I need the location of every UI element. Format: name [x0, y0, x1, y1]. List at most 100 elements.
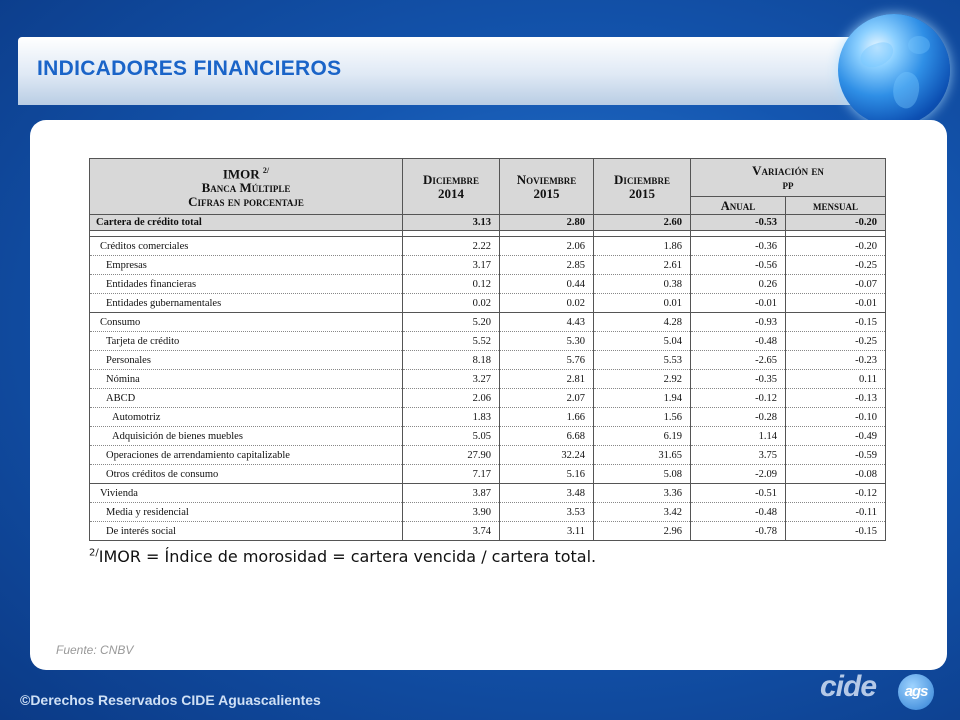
cell: -0.13 [785, 388, 886, 408]
col-nov-2015-header: Noviembre 2015 [499, 158, 594, 215]
cell: 31.65 [593, 445, 691, 465]
cell: 3.74 [402, 521, 500, 541]
cell: -0.28 [690, 407, 786, 427]
cell: -0.15 [785, 521, 886, 541]
cell: 4.43 [499, 312, 594, 332]
cell: -0.15 [785, 312, 886, 332]
logo-text: cide [820, 670, 877, 703]
table-row: Empresas 3.17 2.85 2.61 -0.56 -0.25 [89, 255, 886, 275]
cell: -0.53 [690, 214, 786, 231]
row-label: ABCD [89, 388, 403, 408]
table-row: Créditos comerciales 2.22 2.06 1.86 -0.3… [89, 236, 886, 256]
table-row: Vivienda 3.87 3.48 3.36 -0.51 -0.12 [89, 483, 886, 503]
logo-badge: ags [898, 674, 934, 710]
cell: 3.90 [402, 502, 500, 522]
cell: 2.80 [499, 214, 594, 231]
cell: 2.22 [402, 236, 500, 256]
cell: -0.59 [785, 445, 886, 465]
cell: 5.52 [402, 331, 500, 351]
table-row: Personales 8.18 5.76 5.53 -2.65 -0.23 [89, 350, 886, 370]
cell: -0.10 [785, 407, 886, 427]
cell: 0.11 [785, 369, 886, 389]
table-row: De interés social 3.74 3.11 2.96 -0.78 -… [89, 521, 886, 541]
row-label: Media y residencial [89, 502, 403, 522]
cell: 32.24 [499, 445, 594, 465]
cell: 3.17 [402, 255, 500, 275]
table-row: Otros créditos de consumo 7.17 5.16 5.08… [89, 464, 886, 484]
cide-logo: cide ags [820, 670, 938, 712]
source-note: Fuente: CNBV [56, 643, 134, 657]
cell: 0.38 [593, 274, 691, 294]
cell: 5.20 [402, 312, 500, 332]
cell: 1.86 [593, 236, 691, 256]
footnote-marker: 2/ [89, 547, 99, 559]
cell: -0.48 [690, 502, 786, 522]
table-row: Automotriz 1.83 1.66 1.56 -0.28 -0.10 [89, 407, 886, 427]
cell: 6.19 [593, 426, 691, 446]
row-label: Empresas [89, 255, 403, 275]
row-label: Consumo [89, 312, 403, 332]
imor-footnote: 2/IMOR = Índice de morosidad = cartera v… [89, 547, 596, 566]
cell: 27.90 [402, 445, 500, 465]
cell: 8.18 [402, 350, 500, 370]
cell: 1.83 [402, 407, 500, 427]
cell: -0.12 [690, 388, 786, 408]
cell: 7.17 [402, 464, 500, 484]
row-label: Tarjeta de crédito [89, 331, 403, 351]
cell: 0.12 [402, 274, 500, 294]
table-row: Adquisición de bienes muebles 5.05 6.68 … [89, 426, 886, 446]
row-label: Créditos comerciales [89, 236, 403, 256]
cell: 2.85 [499, 255, 594, 275]
cell: -0.08 [785, 464, 886, 484]
cell: 1.14 [690, 426, 786, 446]
cell: -0.20 [785, 214, 886, 231]
cell: 3.13 [402, 214, 500, 231]
cell: 3.11 [499, 521, 594, 541]
footnote-text: IMOR = Índice de morosidad = cartera ven… [98, 547, 597, 566]
cell: -0.93 [690, 312, 786, 332]
cell: 5.16 [499, 464, 594, 484]
imor-table-container: IMOR 2/ Banca Múltiple Cifras en porcent… [89, 158, 886, 541]
cell: 3.27 [402, 369, 500, 389]
table-row: ABCD 2.06 2.07 1.94 -0.12 -0.13 [89, 388, 886, 408]
cell: 5.76 [499, 350, 594, 370]
cell: -0.25 [785, 331, 886, 351]
table-row: Tarjeta de crédito 5.52 5.30 5.04 -0.48 … [89, 331, 886, 351]
variation-header: Variación en pp [690, 158, 886, 197]
cell: 0.02 [499, 293, 594, 313]
cell: 1.94 [593, 388, 691, 408]
row-label: Otros créditos de consumo [89, 464, 403, 484]
cell: -0.51 [690, 483, 786, 503]
cell: 5.04 [593, 331, 691, 351]
cell: 5.08 [593, 464, 691, 484]
cell: -0.49 [785, 426, 886, 446]
cell: 0.02 [402, 293, 500, 313]
cell: -0.48 [690, 331, 786, 351]
table-row-total: Cartera de crédito total 3.13 2.80 2.60 … [89, 214, 886, 231]
cell: 2.06 [402, 388, 500, 408]
cell: 2.96 [593, 521, 691, 541]
table-row: Operaciones de arrendamiento capitalizab… [89, 445, 886, 465]
cell: 5.05 [402, 426, 500, 446]
cell: -0.56 [690, 255, 786, 275]
copyright-text: ©Derechos Reservados CIDE Aguascalientes [20, 692, 321, 708]
cell: -0.01 [785, 293, 886, 313]
monthly-header: mensual [785, 196, 886, 215]
row-label: Entidades financieras [89, 274, 403, 294]
table-row: Entidades financieras 0.12 0.44 0.38 0.2… [89, 274, 886, 294]
cell: 0.26 [690, 274, 786, 294]
cell: 2.61 [593, 255, 691, 275]
annual-header: Anual [690, 196, 786, 215]
row-label: Automotriz [89, 407, 403, 427]
cell: -0.25 [785, 255, 886, 275]
cell: 2.92 [593, 369, 691, 389]
table-row: Nómina 3.27 2.81 2.92 -0.35 0.11 [89, 369, 886, 389]
table-row: Media y residencial 3.90 3.53 3.42 -0.48… [89, 502, 886, 522]
cell: -2.09 [690, 464, 786, 484]
imor-table: IMOR 2/ Banca Múltiple Cifras en porcent… [89, 158, 886, 541]
page-title: INDICADORES FINANCIEROS [37, 57, 342, 80]
table-label-header: IMOR 2/ Banca Múltiple Cifras en porcent… [89, 158, 403, 215]
cell: 2.07 [499, 388, 594, 408]
cell: 3.75 [690, 445, 786, 465]
cell: 3.42 [593, 502, 691, 522]
